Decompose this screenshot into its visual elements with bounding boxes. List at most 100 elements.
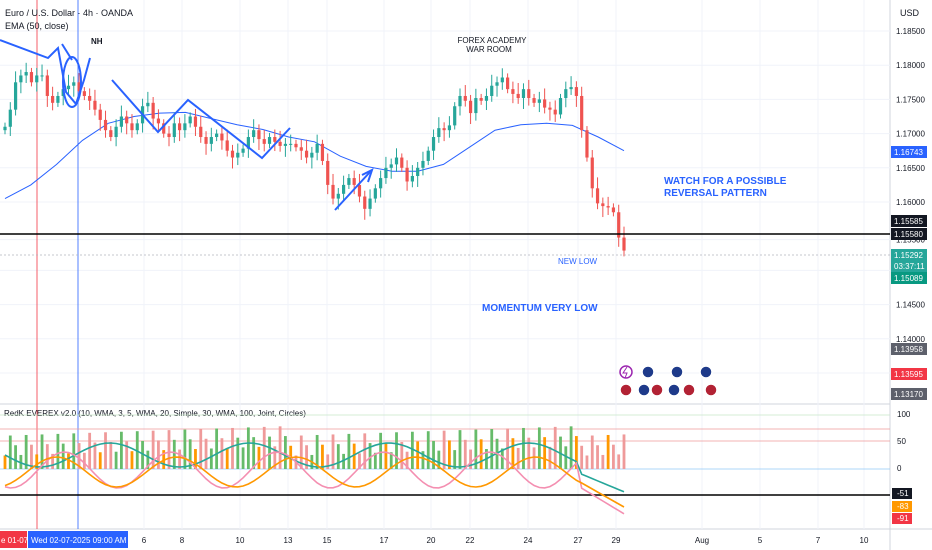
price-tick-label: 1.16000 [896, 198, 925, 207]
candle-body [431, 137, 436, 151]
osc-bar [326, 454, 330, 469]
candle-body [516, 93, 520, 99]
candle-body [521, 89, 526, 99]
osc-tick-100: 100 [897, 410, 911, 419]
candle-body [294, 143, 298, 148]
economic-events[interactable] [619, 365, 718, 397]
price-label-text: 1.15292 [894, 251, 923, 260]
candle-body [331, 184, 335, 199]
candle-body [363, 196, 367, 209]
event-us-flag-icon[interactable] [704, 383, 718, 397]
candle-body [352, 178, 356, 185]
osc-bar [209, 448, 213, 469]
academy-subtitle: WAR ROOM [466, 45, 512, 54]
osc-bar [220, 438, 224, 469]
candle-body [405, 167, 409, 182]
price-label-text: 1.13958 [894, 345, 923, 354]
osc-bar [225, 447, 229, 469]
time-tick-label: 15 [323, 536, 332, 545]
candle-body [558, 98, 563, 115]
candle-body [479, 98, 483, 101]
osc-bar [183, 429, 187, 469]
osc-bar [236, 437, 240, 469]
osc-bar [141, 440, 144, 469]
time-tick-label: 7 [816, 536, 821, 545]
osc-bar [167, 430, 171, 469]
candle-body [162, 123, 166, 134]
price-label-bg [891, 368, 927, 380]
event-us-flag-icon[interactable] [619, 383, 633, 397]
osc-label-bg [892, 513, 912, 524]
time-tick-label: 24 [524, 536, 533, 545]
osc-bar [405, 451, 409, 469]
candle-body [246, 137, 250, 149]
osc-bar [3, 455, 7, 469]
candle-body [532, 98, 536, 103]
osc-bar [215, 428, 219, 469]
drawing-swing-top [0, 39, 91, 107]
event-eu-flag-icon[interactable] [637, 383, 651, 397]
candle-body [3, 126, 7, 131]
candle-body [40, 75, 44, 77]
candle-body [495, 82, 499, 86]
candle-body [336, 193, 340, 199]
date-highlight-right [28, 531, 128, 548]
symbol-title: Euro / U.S. Dollar · 4h · OANDA [5, 8, 133, 18]
event-eu-flag-icon[interactable] [667, 383, 681, 397]
price-axis-labels: 1.16743 1.15585 1.15580 1.15292 03:37:11 1.15… [891, 146, 927, 400]
osc-bar [537, 427, 541, 469]
event-us-flag-icon[interactable] [650, 383, 664, 397]
osc-label-bg [892, 488, 912, 499]
candle-body [188, 116, 192, 124]
osc-label-neg51: -51 [897, 489, 909, 498]
candle-body [410, 176, 414, 182]
drawing-zigzag-left [111, 79, 291, 160]
osc-bar [135, 431, 139, 469]
candle-body [606, 206, 610, 208]
candle-body [304, 150, 309, 158]
osc-bar [252, 437, 256, 469]
osc-bar [104, 432, 107, 469]
event-bolt-icon[interactable] [619, 365, 633, 379]
candle-body [569, 87, 573, 90]
osc-bar [72, 433, 76, 469]
osc-bar [363, 433, 367, 469]
candle-body [19, 75, 23, 83]
osc-bar [188, 439, 192, 469]
candle-body [426, 150, 430, 161]
candle-body [511, 89, 515, 94]
candle-body [215, 133, 219, 138]
candle-body [447, 125, 452, 131]
osc-bar [278, 426, 282, 469]
event-eu-flag-icon[interactable] [670, 365, 684, 379]
price-label-text: 1.16743 [894, 148, 923, 157]
event-eu-flag-icon[interactable] [699, 365, 713, 379]
event-eu-flag-icon[interactable] [641, 365, 655, 379]
candle-body [278, 141, 282, 146]
candle-body [82, 91, 86, 96]
candle-body [299, 147, 303, 151]
osc-bar [469, 449, 472, 469]
candle-body [384, 167, 388, 179]
bolt-glyph-icon [622, 366, 628, 379]
oscillator-slow-line [4, 456, 625, 508]
osc-bar [490, 429, 494, 469]
osc-bar [299, 435, 303, 469]
candle-body [8, 109, 12, 127]
price-label-text: 1.15089 [894, 274, 923, 283]
candle-body [320, 143, 325, 161]
osc-bar [231, 427, 234, 469]
osc-bar [532, 447, 536, 469]
event-us-flag-icon[interactable] [682, 383, 696, 397]
candle-body [437, 128, 441, 138]
candle-body [326, 160, 330, 185]
time-axis[interactable]: 6 8 10 13 15 17 20 22 24 27 29 Aug 5 7 10 [142, 536, 869, 545]
osc-bar [585, 455, 589, 469]
osc-bar [617, 454, 621, 469]
candle-body [236, 152, 240, 158]
candle-body [289, 143, 293, 145]
candle-body [66, 85, 71, 90]
osc-bar [590, 435, 594, 469]
candle-body [500, 77, 504, 83]
